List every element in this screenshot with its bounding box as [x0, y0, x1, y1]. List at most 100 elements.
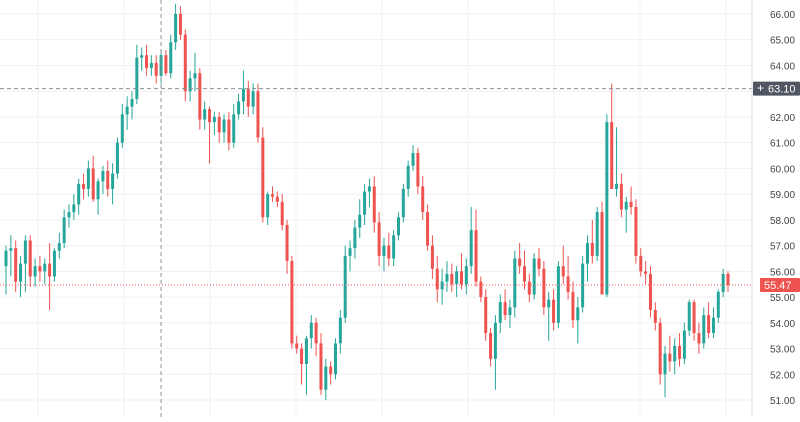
candle-body[interactable]	[629, 201, 633, 207]
candle-body[interactable]	[653, 309, 657, 323]
candle-body[interactable]	[23, 240, 27, 264]
candle-body[interactable]	[522, 266, 526, 282]
candle-body[interactable]	[52, 250, 56, 277]
candle-body[interactable]	[372, 186, 376, 223]
candle-body[interactable]	[474, 230, 478, 282]
candle-body[interactable]	[387, 245, 391, 259]
candle-body[interactable]	[324, 366, 328, 390]
candle-body[interactable]	[338, 317, 342, 344]
candle-body[interactable]	[334, 343, 338, 375]
candle-body[interactable]	[154, 62, 158, 76]
candle-body[interactable]	[91, 168, 95, 200]
candle-body[interactable]	[571, 291, 575, 321]
candle-body[interactable]	[489, 333, 493, 359]
candle-body[interactable]	[716, 291, 720, 318]
candle-body[interactable]	[673, 345, 677, 362]
candle-body[interactable]	[188, 78, 192, 92]
candle-body[interactable]	[358, 214, 362, 228]
candle-body[interactable]	[130, 98, 134, 107]
candle-body[interactable]	[280, 201, 284, 226]
candle-body[interactable]	[222, 119, 226, 133]
candle-body[interactable]	[33, 266, 37, 277]
candle-body[interactable]	[585, 243, 589, 264]
candle-body[interactable]	[711, 317, 715, 334]
candle-body[interactable]	[183, 34, 187, 92]
candle-body[interactable]	[149, 62, 153, 69]
candle-body[interactable]	[266, 194, 270, 218]
candle-body[interactable]	[77, 183, 81, 205]
candle-body[interactable]	[445, 273, 449, 282]
candle-body[interactable]	[174, 14, 178, 43]
candle-body[interactable]	[19, 263, 23, 282]
candle-body[interactable]	[518, 258, 522, 267]
candle-body[interactable]	[639, 255, 643, 272]
candle-body[interactable]	[547, 299, 551, 308]
candle-body[interactable]	[82, 183, 86, 189]
candle-body[interactable]	[208, 109, 212, 123]
candle-body[interactable]	[164, 55, 168, 74]
candle-body[interactable]	[57, 243, 61, 251]
candle-body[interactable]	[493, 322, 497, 359]
candle-body[interactable]	[600, 212, 604, 295]
candle-body[interactable]	[217, 116, 221, 133]
candle-body[interactable]	[203, 109, 207, 120]
candle-body[interactable]	[246, 88, 250, 107]
candle-body[interactable]	[232, 114, 236, 143]
candle-body[interactable]	[367, 186, 371, 192]
candle-body[interactable]	[271, 194, 275, 197]
candle-body[interactable]	[566, 276, 570, 292]
candle-body[interactable]	[426, 212, 430, 246]
candle-body[interactable]	[193, 73, 197, 79]
candle-body[interactable]	[416, 152, 420, 187]
candle-body[interactable]	[484, 297, 488, 334]
candle-body[interactable]	[67, 212, 71, 218]
candle-body[interactable]	[363, 191, 367, 215]
candle-body[interactable]	[430, 245, 434, 269]
candle-body[interactable]	[721, 273, 725, 292]
candle-body[interactable]	[678, 345, 682, 359]
candle-body[interactable]	[43, 263, 47, 272]
candle-body[interactable]	[382, 245, 386, 256]
candle-body[interactable]	[561, 266, 565, 277]
candle-body[interactable]	[125, 106, 129, 115]
candle-body[interactable]	[498, 302, 502, 323]
candle-body[interactable]	[212, 116, 216, 123]
candle-body[interactable]	[353, 227, 357, 249]
candle-body[interactable]	[648, 273, 652, 310]
candle-body[interactable]	[508, 307, 512, 316]
candle-body[interactable]	[314, 322, 318, 344]
candle-body[interactable]	[396, 217, 400, 236]
candle-body[interactable]	[348, 248, 352, 256]
candle-body[interactable]	[406, 165, 410, 189]
candle-body[interactable]	[726, 273, 730, 285]
candle-body[interactable]	[644, 271, 648, 274]
candle-body[interactable]	[304, 338, 308, 364]
candle-body[interactable]	[619, 183, 623, 210]
candle-body[interactable]	[513, 258, 517, 308]
candle-body[interactable]	[527, 281, 531, 295]
candle-body[interactable]	[668, 353, 672, 362]
candle-body[interactable]	[450, 273, 454, 285]
candle-body[interactable]	[237, 101, 241, 115]
candle-layer[interactable]	[4, 3, 730, 400]
crosshair-plus-icon[interactable]: +	[757, 81, 764, 95]
candle-body[interactable]	[285, 225, 289, 262]
candle-body[interactable]	[682, 330, 686, 359]
candle-body[interactable]	[590, 243, 594, 256]
candle-body[interactable]	[48, 263, 52, 277]
candle-body[interactable]	[256, 91, 260, 138]
candle-body[interactable]	[595, 212, 599, 256]
candle-body[interactable]	[329, 366, 333, 375]
candle-body[interactable]	[421, 186, 425, 213]
candle-body[interactable]	[4, 250, 8, 267]
candle-body[interactable]	[464, 266, 468, 285]
candle-body[interactable]	[702, 315, 706, 344]
candle-body[interactable]	[275, 196, 279, 202]
candle-body[interactable]	[96, 181, 100, 200]
candle-body[interactable]	[178, 14, 182, 35]
candle-body[interactable]	[86, 168, 90, 189]
candle-body[interactable]	[145, 55, 149, 69]
candle-body[interactable]	[309, 322, 313, 339]
candle-body[interactable]	[28, 240, 32, 277]
